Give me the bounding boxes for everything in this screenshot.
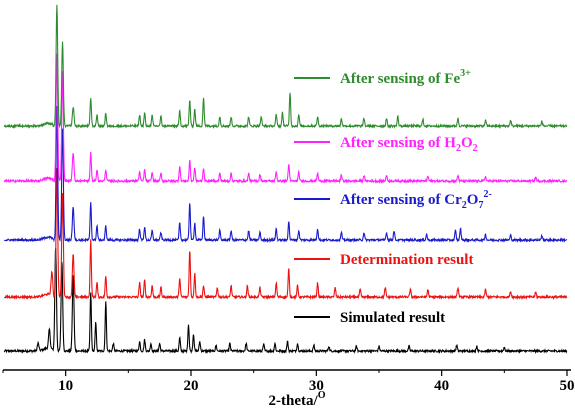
series-layer: [3, 4, 568, 355]
series-line-fe: [3, 4, 568, 130]
legend-label-determination: Determination result: [340, 252, 473, 268]
legend-label-fe: After sensing of Fe3+​: [340, 68, 471, 87]
legend-label-simulated: Simulated result: [340, 310, 445, 326]
x-tick-label: 30: [309, 378, 324, 394]
x-tick-label: 10: [58, 378, 73, 394]
series-line-h2o2: [3, 53, 568, 185]
legend-label-h2o2: After sensing of H2​O2​: [340, 135, 478, 154]
x-tick-label: 20: [184, 378, 199, 394]
x-tick-label: 50: [560, 378, 575, 394]
x-axis: 10 20 30 40 50: [2, 369, 575, 394]
x-axis-title: 2-theta/O: [269, 390, 326, 409]
series-line-simulated: [3, 247, 568, 355]
legend: After sensing of Fe3+​ After sensing of H…: [294, 68, 492, 326]
series-line-determination: [3, 168, 568, 301]
legend-label-cr2o7: After sensing of Cr2​O7​2-​: [340, 189, 492, 211]
x-tick-label: 40: [434, 378, 449, 394]
series-line-cr2o7: [3, 106, 568, 244]
